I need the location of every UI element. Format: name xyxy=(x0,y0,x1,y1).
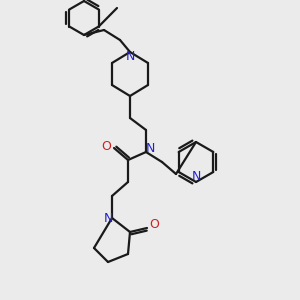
Text: N: N xyxy=(125,50,135,64)
Text: O: O xyxy=(149,218,159,232)
Text: N: N xyxy=(103,212,113,226)
Text: N: N xyxy=(145,142,155,154)
Text: N: N xyxy=(191,169,201,182)
Text: O: O xyxy=(101,140,111,154)
